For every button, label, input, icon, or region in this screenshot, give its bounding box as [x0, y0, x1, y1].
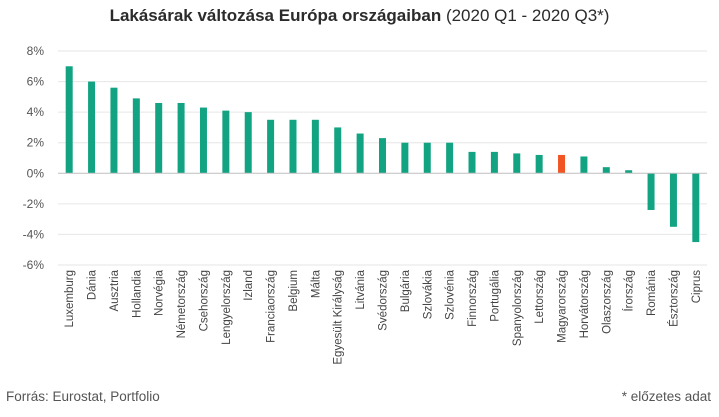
bar-22 [535, 154, 543, 174]
source-note: Forrás: Eurostat, Portfolio [6, 389, 160, 404]
bar-21 [513, 153, 521, 174]
bar-27 [647, 173, 655, 210]
x-category-label: Portugália [489, 269, 501, 321]
y-tick-label: 4% [27, 105, 45, 119]
bar-19 [468, 151, 476, 174]
x-category-label: Spanyolország [512, 270, 524, 346]
y-axis-tick-labels: 8% 6% 4% 2% 0% -2% -4% -6% [23, 44, 45, 272]
x-category-label: Szlovákia [422, 269, 434, 319]
bar-26 [625, 170, 633, 174]
x-category-label: Ausztria [109, 269, 121, 311]
x-category-label: Hollandia [131, 269, 143, 318]
x-category-label: Belgium [288, 270, 300, 312]
bar-6 [177, 102, 185, 174]
bar-3 [110, 87, 118, 174]
x-category-label: Svédország [378, 270, 390, 331]
bar-1 [65, 66, 73, 174]
chart-title: Lakásárak változása Európa országaiban (… [0, 6, 719, 26]
bar-12 [311, 119, 319, 174]
x-category-label: Norvégia [154, 269, 166, 316]
bar-20 [490, 151, 498, 174]
bar-15 [379, 138, 386, 174]
x-category-label: Horvátország [579, 270, 591, 338]
x-category-label: Luxemburg [64, 270, 76, 328]
x-category-label: Ciprus [691, 270, 703, 303]
bars [65, 66, 700, 243]
bar-9 [244, 112, 252, 174]
x-category-label: Németország [176, 270, 188, 338]
x-category-label: Szlovénia [445, 269, 457, 319]
bar-23 [558, 154, 566, 174]
x-category-label: Írország [623, 270, 636, 312]
y-tick-label: 6% [27, 75, 45, 89]
y-tick-label: 8% [27, 44, 45, 58]
x-category-label: Egyesült Királyság [333, 270, 345, 365]
x-category-label: Lengyelország [221, 270, 233, 345]
bar-18 [446, 142, 454, 174]
x-category-label: Litvánia [355, 269, 367, 309]
bar-29 [692, 173, 700, 243]
bar-14 [356, 133, 364, 174]
x-category-label: Franciaország [266, 270, 278, 343]
x-category-label: Észtország [667, 270, 680, 327]
y-tick-label: 0% [27, 166, 45, 180]
x-axis-category-labels: Luxemburg Dánia Ausztria Hollandia Norvégia N… [64, 269, 703, 364]
chart-title-period: (2020 Q1 - 2020 Q3*) [441, 6, 610, 25]
y-tick-label: 2% [27, 136, 45, 150]
bar-17 [423, 142, 431, 174]
x-category-label: Dánia [87, 269, 99, 300]
y-tick-label: -2% [23, 197, 45, 211]
bar-13 [334, 127, 342, 174]
footnote: * előzetes adat [621, 389, 711, 404]
x-category-label: Izland [243, 270, 255, 301]
x-category-label: Bulgária [400, 269, 412, 312]
bar-7 [199, 107, 207, 174]
bar-5 [155, 102, 163, 174]
bar-25 [602, 167, 610, 174]
x-category-label: Magyarország [557, 270, 569, 343]
x-category-label: Lettország [534, 270, 546, 324]
x-category-label: Románia [646, 269, 658, 316]
bar-28 [669, 173, 677, 227]
bar-4 [132, 98, 140, 174]
x-category-label: Olaszország [601, 270, 613, 334]
y-tick-label: -6% [23, 258, 45, 272]
y-tick-label: -4% [23, 227, 45, 241]
gridlines [58, 50, 707, 266]
x-category-label: Finnország [467, 270, 479, 327]
x-category-label: Csehország [198, 270, 210, 331]
bar-16 [401, 142, 409, 174]
bar-2 [88, 81, 96, 174]
chart-title-main: Lakásárak változása Európa országaiban [109, 6, 442, 25]
bar-8 [222, 110, 230, 174]
x-category-label: Málta [310, 269, 322, 298]
bar-10 [267, 119, 275, 174]
bar-24 [580, 156, 588, 174]
bar-11 [289, 119, 297, 174]
